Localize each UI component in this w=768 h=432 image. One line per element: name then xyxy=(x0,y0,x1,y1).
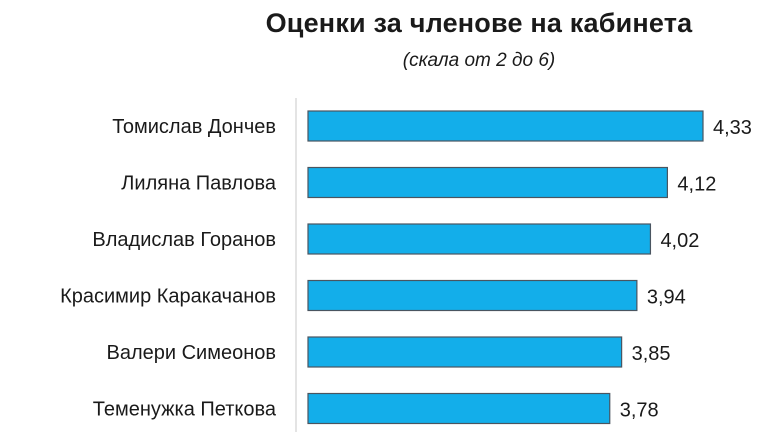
bar-4 xyxy=(307,336,623,368)
category-label-2: Владислав Горанов xyxy=(92,229,276,251)
value-label-2: 4,02 xyxy=(660,230,699,252)
category-label-5: Теменужка Петкова xyxy=(93,399,277,421)
value-label-5: 3,78 xyxy=(620,400,659,422)
bar-1 xyxy=(307,166,668,199)
chart-subtitle: (скала от 2 до 6) xyxy=(402,50,556,71)
bar-2 xyxy=(307,223,652,255)
bar-3 xyxy=(307,279,638,312)
value-label-0: 4,33 xyxy=(713,117,752,139)
value-label-4: 3,85 xyxy=(632,343,671,365)
value-label-1: 4,12 xyxy=(677,174,716,196)
chart-title: Оценки за членове на кабинета xyxy=(265,8,693,38)
category-label-1: Лиляна Павлова xyxy=(121,173,277,195)
bar-5 xyxy=(307,392,611,425)
category-label-0: Томислав Дончев xyxy=(112,116,276,138)
category-label-4: Валери Симеонов xyxy=(106,342,276,364)
category-label-3: Красимир Каракачанов xyxy=(60,286,276,308)
value-label-3: 3,94 xyxy=(647,287,686,309)
bar-0 xyxy=(307,110,704,142)
